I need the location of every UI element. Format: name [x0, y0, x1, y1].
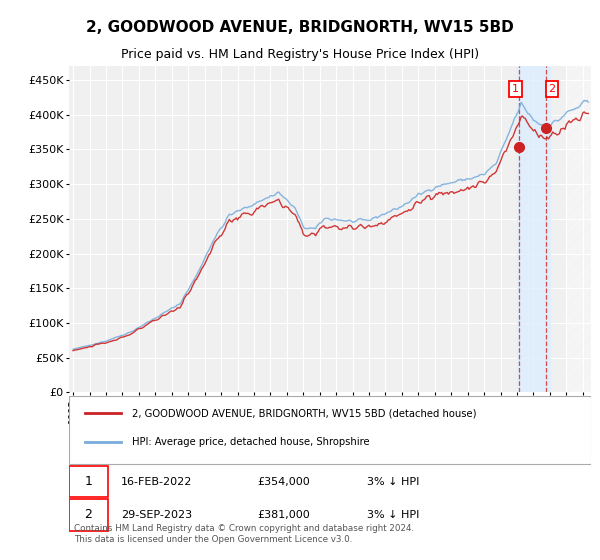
FancyBboxPatch shape	[69, 395, 591, 464]
Text: 3% ↓ HPI: 3% ↓ HPI	[367, 510, 419, 520]
Text: 3% ↓ HPI: 3% ↓ HPI	[367, 477, 419, 487]
FancyBboxPatch shape	[69, 499, 108, 531]
Text: Contains HM Land Registry data © Crown copyright and database right 2024.
This d: Contains HM Land Registry data © Crown c…	[74, 524, 415, 544]
Text: 16-FEB-2022: 16-FEB-2022	[121, 477, 193, 487]
Text: 2: 2	[85, 508, 92, 521]
Text: 1: 1	[512, 84, 519, 94]
Text: 2, GOODWOOD AVENUE, BRIDGNORTH, WV15 5BD: 2, GOODWOOD AVENUE, BRIDGNORTH, WV15 5BD	[86, 20, 514, 35]
Text: £354,000: £354,000	[257, 477, 310, 487]
Text: 1: 1	[85, 475, 92, 488]
Text: HPI: Average price, detached house, Shropshire: HPI: Average price, detached house, Shro…	[131, 437, 369, 447]
Text: £381,000: £381,000	[257, 510, 310, 520]
Text: 2: 2	[548, 84, 556, 94]
Bar	[517, 66, 550, 393]
Text: 29-SEP-2023: 29-SEP-2023	[121, 510, 193, 520]
Text: Price paid vs. HM Land Registry's House Price Index (HPI): Price paid vs. HM Land Registry's House …	[121, 48, 479, 60]
Bar	[566, 66, 591, 393]
FancyBboxPatch shape	[69, 465, 108, 497]
Text: 2, GOODWOOD AVENUE, BRIDGNORTH, WV15 5BD (detached house): 2, GOODWOOD AVENUE, BRIDGNORTH, WV15 5BD…	[131, 408, 476, 418]
